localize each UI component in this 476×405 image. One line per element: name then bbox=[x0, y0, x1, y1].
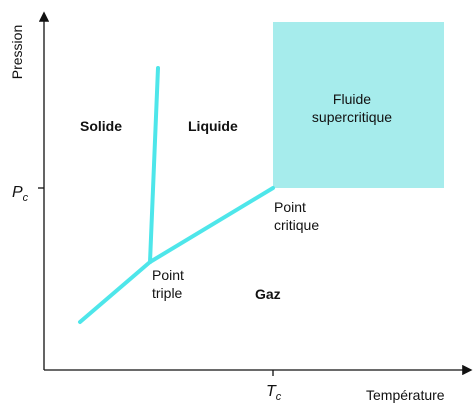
triple-line1: Point bbox=[152, 267, 184, 283]
supercritical-line2: supercritique bbox=[312, 109, 392, 125]
x-axis-label: Température bbox=[366, 387, 445, 403]
solid-label: Solide bbox=[80, 118, 122, 134]
vaporization-curve bbox=[148, 186, 275, 264]
tc-label: Tc bbox=[266, 383, 282, 403]
gas-label: Gaz bbox=[255, 286, 281, 302]
sublimation-curve bbox=[78, 260, 152, 324]
critical-line1: Point bbox=[274, 199, 306, 215]
pc-label: Pc bbox=[12, 184, 29, 204]
phase-lines bbox=[78, 66, 275, 324]
critical-line2: critique bbox=[274, 217, 319, 233]
triple-line2: triple bbox=[152, 285, 183, 301]
liquid-label: Liquide bbox=[188, 118, 238, 134]
supercritical-region bbox=[273, 22, 444, 188]
tc-subscript: c bbox=[276, 391, 282, 403]
fusion-curve bbox=[148, 66, 160, 264]
supercritical-line1: Fluide bbox=[333, 91, 371, 107]
pc-subscript: c bbox=[23, 192, 29, 204]
tc-symbol: T bbox=[266, 383, 277, 400]
pc-symbol: P bbox=[12, 184, 23, 201]
y-axis-label: Pression bbox=[9, 25, 25, 79]
